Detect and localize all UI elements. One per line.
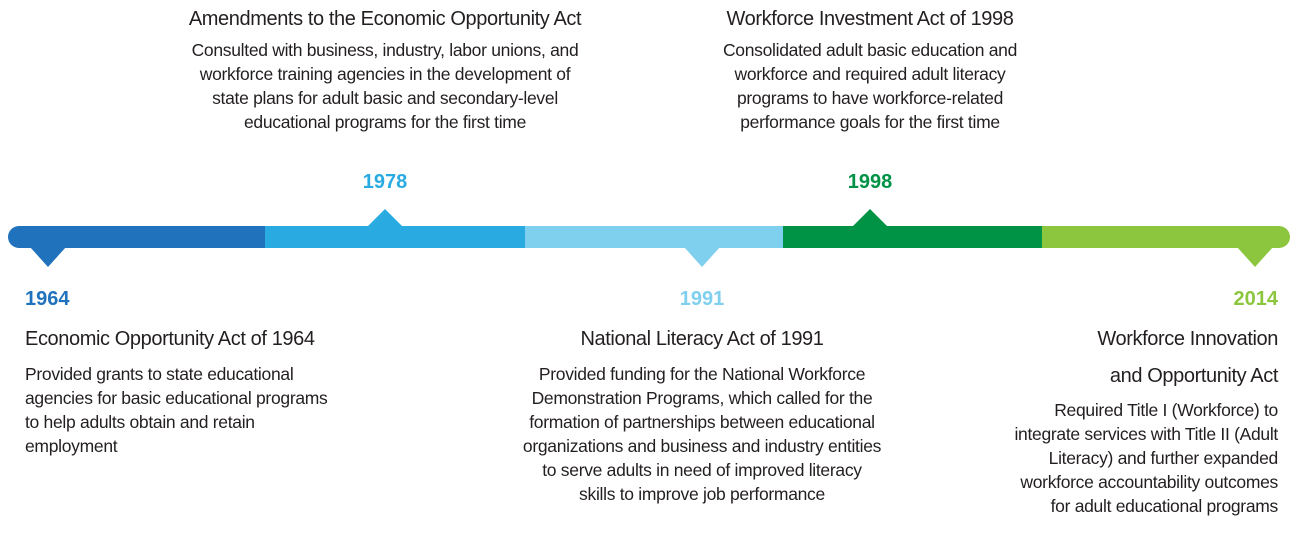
event-description: programs to have workforce-related [736,88,1004,108]
event-description: Provided grants to state educational [25,364,294,384]
pointer [684,247,720,267]
pointer [30,247,66,267]
pointer [1237,247,1273,267]
pointer [367,209,403,227]
event-description: organizations and business and industry … [522,436,882,456]
event-description: educational programs for the first time [243,112,527,132]
event-description: state plans for adult basic and secondar… [212,88,558,108]
event-description: to help adults obtain and retain [25,412,255,432]
event-description: Consolidated adult basic education and [722,40,1018,60]
segment [783,226,1043,248]
event-title: National Literacy Act of 1991 [580,328,824,350]
event-description: to serve adults in need of improved lite… [542,460,862,480]
event-title: Workforce Innovation [1097,328,1278,350]
event-description: skills to improve job performance [579,484,825,504]
segment [525,226,784,248]
event-description: Demonstration Programs, which called for… [531,388,873,408]
event-title: and Opportunity Act [1109,365,1278,387]
event-year: 1964 [25,288,70,310]
event-description: workforce training agencies in the devel… [199,64,571,84]
bar-segments [8,226,1290,248]
timeline-event: 1991 National Literacy Act of 1991 Provide… [452,0,952,542]
timeline-event: 2014 Workforce Innovation and Opportunity … [878,0,1278,542]
timeline-event: Amendments to the Economic Opportunity A… [135,0,635,542]
event-title: Economic Opportunity Act of 1964 [25,328,315,350]
timeline-event: Workforce Investment Act of 1998 Consolid… [640,0,1100,542]
event-description: Consulted with business, industry, labor… [191,40,579,60]
event-description: Literacy) and further expanded [1048,448,1279,468]
segment [8,226,266,248]
event-year: 1998 [847,171,893,193]
segment [1042,226,1290,248]
event-description: workforce and required adult literacy [734,64,1006,84]
event-description: performance goals for the first time [740,112,1000,132]
timeline-event: 1964 Economic Opportunity Act of 1964 Prov… [25,0,445,542]
event-description: agencies for basic educational programs [25,388,328,408]
event-year: 2014 [1233,288,1279,310]
event-description: Provided funding for the National Workfo… [538,364,866,384]
event-description: for adult educational programs [1050,496,1279,516]
event-description: employment [25,436,118,456]
segment [265,226,526,248]
event-year: 1991 [679,288,725,310]
event-description: Required Title I (Workforce) to [1054,400,1278,420]
event-description: integrate services with Title II (Adult [1014,424,1278,444]
pointer [852,209,888,227]
event-year: 1978 [362,171,408,193]
event-title: Workforce Investment Act of 1998 [726,8,1014,30]
event-description: workforce accountability outcomes [1020,472,1278,492]
event-title: Amendments to the Economic Opportunity A… [188,8,582,30]
event-description: formation of partnerships between educat… [529,412,875,432]
